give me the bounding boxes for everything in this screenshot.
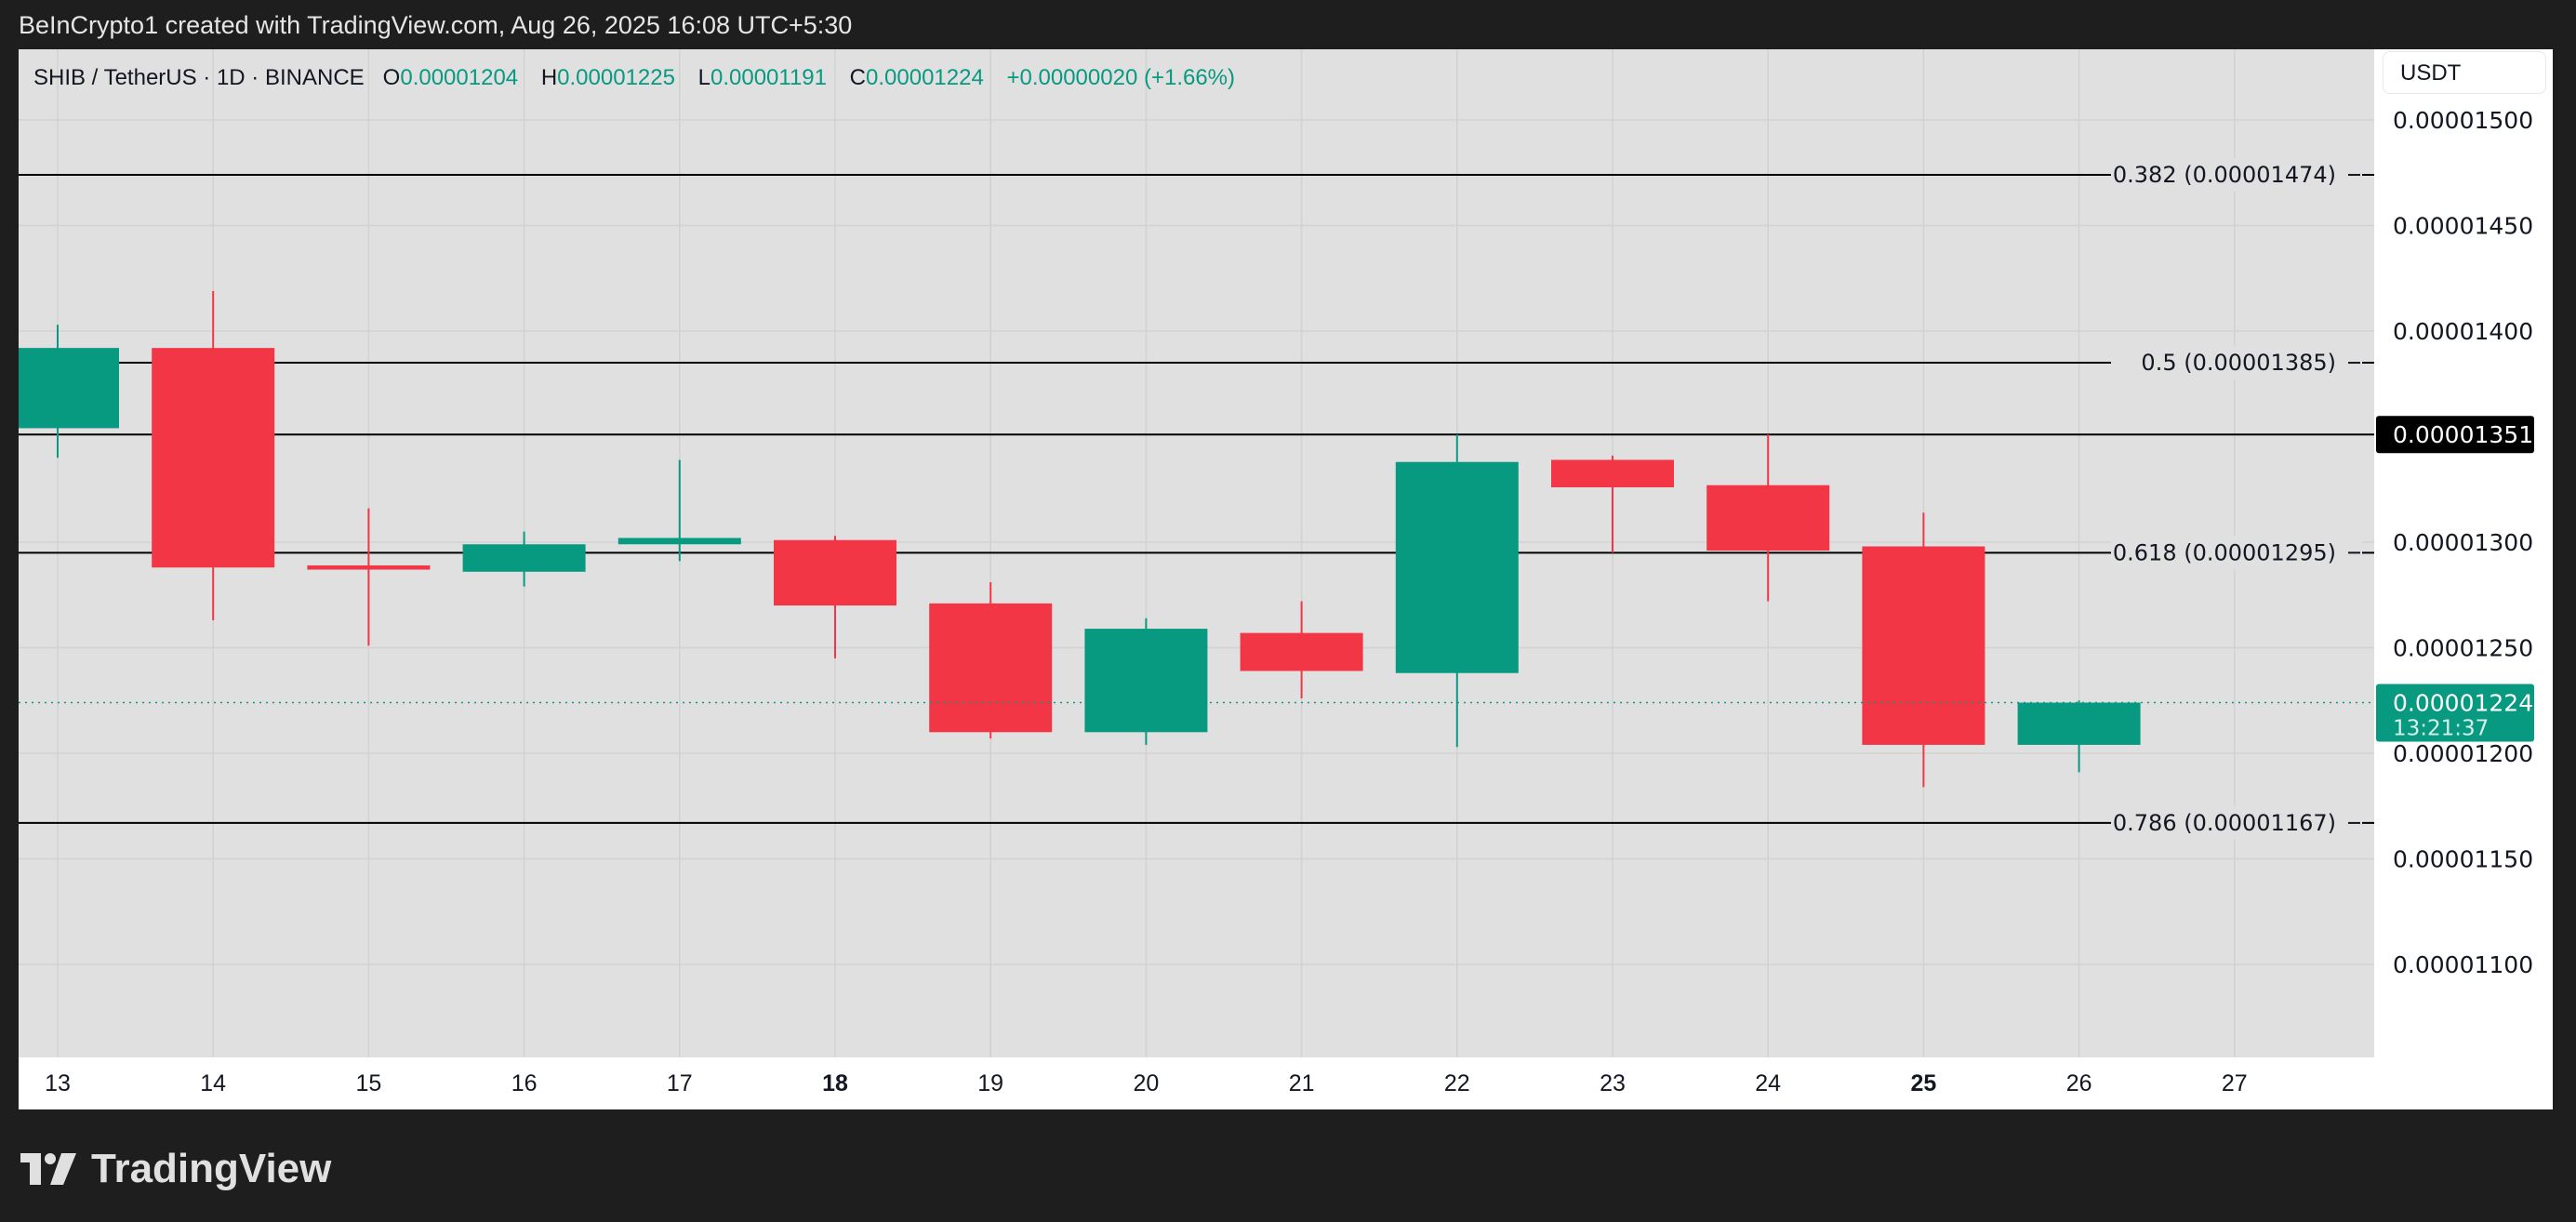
high-value: 0.00001225 [557, 65, 675, 90]
x-tick-label: 14 [200, 1070, 226, 1096]
change-value: +0.00000020 (+1.66%) [1006, 65, 1236, 90]
candle-body-20 [1084, 629, 1208, 733]
fib-level-label: 0.786 (0.00001167) [2113, 810, 2336, 836]
x-tick-label: 17 [667, 1070, 693, 1096]
countdown-label: 13:21:37 [2393, 717, 2489, 741]
x-tick-label: 24 [1755, 1070, 1781, 1096]
candlestick-chart[interactable]: 13 14 15 16 17 18 19 20 21 22 23 24 25 26 27 0.00001500… [19, 49, 2553, 1109]
fib-level-label: 0.618 (0.00001295) [2113, 539, 2336, 565]
candle-body-19 [929, 603, 1053, 733]
y-tick-label: 0.00001150 [2393, 846, 2533, 873]
x-tick-label: 18 [822, 1070, 848, 1096]
last-price-label: 0.00001224 [2393, 690, 2533, 717]
horizontal-line-price-tag [2376, 416, 2534, 454]
tradingview-logo[interactable]: TradingView [20, 1146, 331, 1192]
x-tick-label: 20 [1133, 1070, 1159, 1096]
currency-button[interactable]: USDT [2383, 51, 2546, 94]
x-tick-label: 23 [1600, 1070, 1626, 1096]
y-tick-label: 0.00001300 [2393, 529, 2533, 556]
candle-body-22 [1395, 461, 1519, 673]
y-tick-label: 0.00001200 [2393, 740, 2533, 767]
time-axis [19, 1057, 2374, 1109]
x-tick-label: 19 [977, 1070, 1003, 1096]
close-value: 0.00001224 [866, 65, 984, 90]
candle-body-16 [462, 544, 586, 572]
fib-label-bg [2111, 158, 2362, 193]
candle-body-25 [1862, 546, 1985, 745]
x-tick-label: 25 [1910, 1070, 1936, 1096]
y-tick-label: 0.00001400 [2393, 318, 2533, 345]
open-value: 0.00001204 [400, 65, 519, 90]
candle-body-14 [152, 348, 275, 568]
logo-text: TradingView [91, 1146, 332, 1191]
fib-level-label: 0.5 (0.00001385) [2141, 350, 2336, 376]
y-tick-label: 0.00001250 [2393, 635, 2533, 662]
low-value: 0.00001191 [710, 65, 827, 90]
candle-body-13 [19, 348, 119, 429]
fib-label-bg [2111, 805, 2362, 840]
symbol-legend: SHIB / TetherUS · 1D · BINANCE O0.000012… [33, 65, 1252, 91]
fib-level-label: 0.382 (0.00001474) [2113, 162, 2336, 188]
low-label: L [697, 65, 710, 90]
candle-body-17 [617, 538, 741, 545]
y-tick-label: 0.00001500 [2393, 107, 2533, 134]
y-tick-label: 0.00001450 [2393, 213, 2533, 240]
fib-label-bg [2111, 346, 2362, 380]
price-axis [2374, 49, 2553, 1109]
candle-body-26 [2017, 702, 2141, 745]
open-label: O [382, 65, 401, 90]
x-tick-label: 15 [355, 1070, 381, 1096]
last-price-tag [2376, 684, 2534, 742]
chart-pane[interactable]: 13 14 15 16 17 18 19 20 21 22 23 24 25 26 27 0.00001500… [19, 49, 2553, 1109]
x-tick-label: 26 [2066, 1070, 2092, 1096]
x-tick-label: 27 [2222, 1070, 2248, 1096]
x-tick-label: 13 [45, 1070, 71, 1096]
symbol-info[interactable]: SHIB / TetherUS · 1D · BINANCE [33, 65, 365, 90]
candle-body-24 [1706, 485, 1830, 551]
tradingview-logo-icon [20, 1153, 76, 1185]
high-label: H [540, 65, 558, 90]
candle-body-18 [774, 539, 896, 606]
candle-body-23 [1551, 459, 1674, 487]
y-tick-label: 0.00001100 [2393, 951, 2533, 978]
candle-body-15 [307, 565, 431, 570]
x-tick-label: 21 [1289, 1070, 1315, 1096]
x-tick-label: 16 [511, 1070, 538, 1096]
candle-body-21 [1240, 632, 1363, 671]
x-tick-label: 22 [1444, 1070, 1470, 1096]
fib-label-bg [2111, 536, 2362, 570]
close-label: C [849, 65, 867, 90]
horizontal-line-price-label: 0.00001351 [2393, 421, 2533, 448]
chart-attribution-title: BeInCrypto1 created with TradingView.com… [19, 11, 853, 39]
